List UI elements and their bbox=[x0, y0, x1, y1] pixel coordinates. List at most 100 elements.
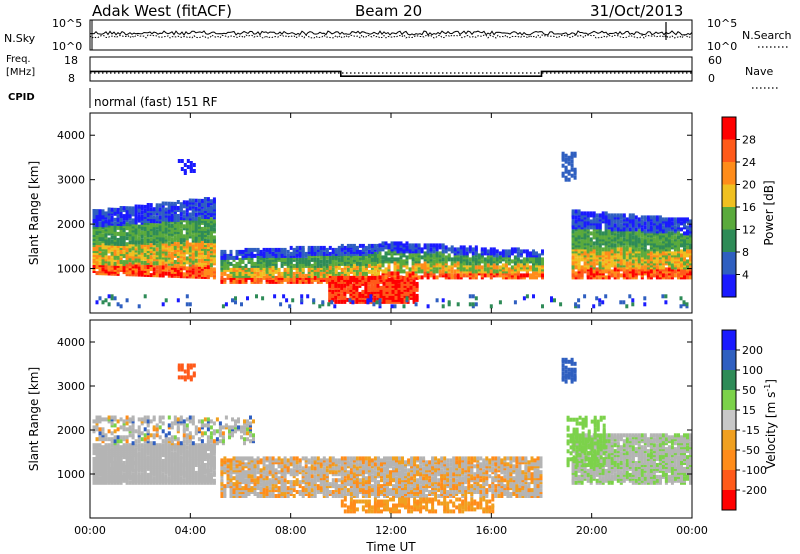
power-cell bbox=[286, 267, 290, 272]
power-cell bbox=[522, 249, 526, 254]
nave-label: Nave bbox=[745, 65, 773, 78]
velocity-cell bbox=[200, 443, 204, 448]
power-cell bbox=[95, 239, 99, 244]
power-cell bbox=[610, 259, 614, 264]
power-cell bbox=[564, 157, 568, 162]
power-cell bbox=[149, 243, 153, 248]
power-cell bbox=[176, 258, 180, 262]
velocity-cell bbox=[185, 449, 189, 454]
power-cell bbox=[495, 249, 499, 254]
power-cell bbox=[634, 219, 638, 224]
power-cell bbox=[271, 265, 275, 270]
power-cell bbox=[570, 167, 574, 172]
power-cell bbox=[206, 253, 210, 258]
power-cell bbox=[541, 273, 544, 278]
power-cell bbox=[420, 275, 424, 280]
power-cell bbox=[683, 231, 686, 236]
power-cell bbox=[194, 206, 198, 211]
power-cell bbox=[583, 211, 587, 216]
power-cell bbox=[253, 261, 257, 266]
power-cell bbox=[376, 287, 380, 292]
power-cell bbox=[604, 211, 608, 216]
power-cell bbox=[340, 243, 344, 248]
power-cell bbox=[319, 245, 323, 250]
power-cell bbox=[137, 244, 141, 249]
power-cell bbox=[352, 243, 356, 248]
power-cell bbox=[592, 245, 596, 250]
power-cell bbox=[355, 285, 359, 290]
power-cell bbox=[619, 251, 623, 256]
power-cell bbox=[170, 223, 174, 228]
power-cell bbox=[474, 245, 478, 250]
power-cell bbox=[337, 299, 341, 304]
power-cell bbox=[574, 302, 578, 307]
velocity-cell bbox=[134, 447, 138, 452]
nsky-label: N.Sky bbox=[4, 32, 36, 45]
power-cell bbox=[399, 259, 403, 264]
power-cell bbox=[149, 255, 153, 260]
power-cell bbox=[673, 217, 677, 222]
power-cell bbox=[501, 263, 505, 268]
power-cell bbox=[376, 275, 380, 280]
power-cell bbox=[161, 201, 165, 206]
power-cell bbox=[110, 251, 114, 256]
power-cell bbox=[298, 257, 302, 262]
power-cell bbox=[261, 296, 265, 301]
power-cell bbox=[128, 206, 132, 211]
power-cell bbox=[441, 249, 445, 254]
power-cell bbox=[613, 223, 617, 228]
power-cell bbox=[325, 263, 329, 268]
power-cell bbox=[444, 255, 448, 260]
power-cell bbox=[262, 275, 266, 280]
power-cell bbox=[477, 253, 481, 258]
power-cell bbox=[573, 151, 577, 156]
power-cell bbox=[203, 251, 207, 255]
power-cell bbox=[658, 265, 662, 270]
power-cell bbox=[358, 271, 362, 276]
power-cell bbox=[191, 234, 195, 239]
power-cell bbox=[286, 249, 290, 254]
power-cell bbox=[616, 253, 620, 258]
power-cell bbox=[304, 251, 308, 256]
power-cell bbox=[435, 243, 439, 248]
power-cell bbox=[340, 293, 344, 298]
power-cell bbox=[402, 269, 406, 274]
power-cell bbox=[378, 275, 382, 280]
power-cell bbox=[265, 273, 269, 278]
power-cell bbox=[589, 231, 593, 236]
power-cell bbox=[113, 207, 117, 212]
power-cell bbox=[673, 273, 677, 278]
power-cell bbox=[92, 209, 96, 213]
power-cell bbox=[510, 259, 514, 264]
power-cell bbox=[510, 265, 514, 270]
power-cell bbox=[686, 239, 689, 244]
power-cell bbox=[191, 198, 195, 203]
power-cell bbox=[232, 273, 236, 278]
power-cell bbox=[319, 263, 323, 268]
power-cell bbox=[203, 269, 207, 273]
power-cell bbox=[574, 257, 578, 262]
power-cell bbox=[592, 261, 596, 266]
power-cell bbox=[385, 299, 389, 304]
power-cell bbox=[331, 279, 335, 284]
power-cell bbox=[444, 267, 448, 272]
power-cell bbox=[95, 209, 99, 214]
power-cell bbox=[646, 237, 650, 242]
power-cell bbox=[116, 259, 120, 264]
power-cell bbox=[125, 222, 129, 227]
power-cell bbox=[480, 269, 484, 274]
power-cell bbox=[364, 245, 368, 250]
power-cell bbox=[685, 302, 689, 307]
power-cell bbox=[253, 267, 257, 272]
power-cell bbox=[170, 251, 174, 256]
power-cell bbox=[277, 271, 281, 276]
power-cell bbox=[655, 265, 659, 270]
power-cell bbox=[670, 217, 674, 222]
power-cell bbox=[238, 249, 242, 254]
power-cell bbox=[232, 263, 236, 268]
power-cell bbox=[134, 240, 138, 245]
power-cell bbox=[595, 217, 599, 222]
power-cell bbox=[574, 271, 578, 276]
power-cell bbox=[131, 246, 135, 251]
power-cell bbox=[361, 243, 365, 248]
